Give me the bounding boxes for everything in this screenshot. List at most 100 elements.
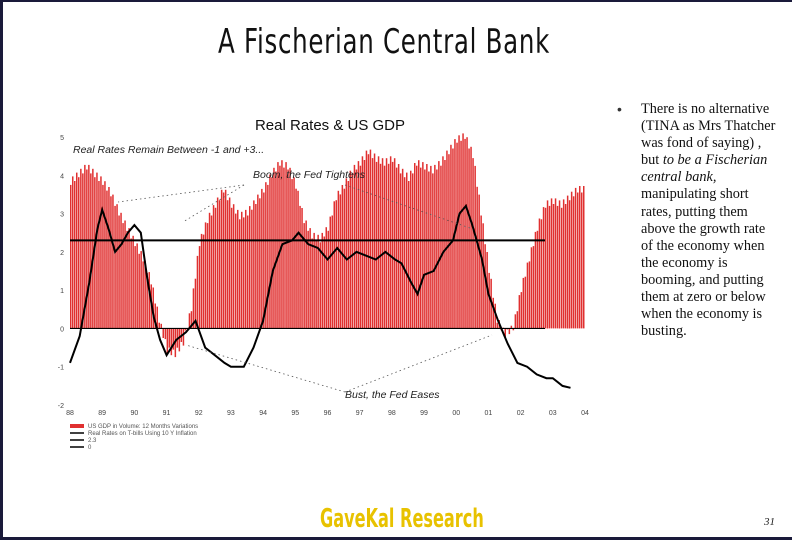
- y-tick-label: 3: [60, 212, 64, 219]
- gdp-bar: [202, 234, 205, 329]
- gdp-bar: [520, 292, 523, 329]
- x-tick-label: 04: [581, 410, 589, 417]
- gdp-bar: [401, 168, 404, 329]
- real-rate-line: [69, 203, 571, 389]
- gdp-bar: [347, 181, 350, 329]
- gdp-bar: [279, 165, 281, 329]
- y-tick-labels: 5 4 3 2 1 0 -1 -2: [58, 135, 64, 410]
- x-tick-label: 90: [130, 410, 138, 417]
- gdp-bar: [283, 167, 285, 329]
- gdp-bar: [293, 177, 295, 329]
- x-tick-label: 99: [420, 410, 428, 417]
- gdp-bar: [337, 190, 340, 329]
- gdp-bar: [172, 328, 175, 350]
- gdp-bar: [426, 164, 428, 329]
- gdp-bar: [335, 200, 337, 329]
- gdp-bar: [548, 205, 551, 329]
- gdp-bar: [166, 328, 169, 354]
- gdp-bar: [412, 173, 414, 329]
- gdp-bar: [84, 164, 86, 329]
- gdp-bar: [269, 174, 271, 329]
- gdp-bar: [422, 162, 424, 329]
- y-tick-label: 5: [60, 135, 64, 142]
- gdp-bar: [80, 168, 82, 329]
- gdp-bar: [516, 311, 519, 329]
- x-tick-label: 95: [291, 410, 299, 417]
- gdp-bar: [472, 158, 474, 329]
- body-text-part: manipulating short rates, putting them a…: [641, 186, 766, 340]
- gdp-bar: [277, 162, 279, 329]
- gdp-bar: [327, 230, 329, 329]
- gdp-bar: [357, 161, 360, 329]
- gdp-bars: [70, 133, 585, 358]
- gdp-bar: [184, 328, 187, 331]
- gdp-bar: [323, 236, 325, 329]
- gdp-bar: [377, 156, 380, 329]
- gdp-bar: [355, 169, 358, 329]
- gdp-bar: [208, 212, 211, 329]
- gdp-bar: [570, 191, 573, 329]
- gdp-bar: [104, 181, 106, 329]
- gdp-bar: [222, 192, 225, 329]
- gdp-bar: [230, 207, 233, 329]
- gdp-bar: [444, 160, 446, 329]
- annotation-boom: Boom, the Fed Tightens: [253, 169, 366, 181]
- gdp-bar: [226, 200, 229, 329]
- gdp-bar: [410, 170, 412, 329]
- gdp-bar: [564, 204, 567, 329]
- gdp-bar: [381, 158, 384, 329]
- gdp-bar: [572, 196, 575, 329]
- gdp-bar: [442, 156, 444, 329]
- gdp-bar: [484, 244, 486, 329]
- gdp-bar: [90, 173, 92, 329]
- gdp-bar: [257, 194, 259, 329]
- gdp-bar: [406, 172, 408, 329]
- gdp-bar: [182, 328, 185, 346]
- gdp-bar: [198, 246, 201, 329]
- gdp-bar: [190, 311, 193, 329]
- gdp-bar: [235, 213, 237, 329]
- gdp-bar: [420, 167, 422, 329]
- reference-lines: [70, 239, 545, 330]
- annotation-leader: [185, 344, 346, 393]
- gdp-bar: [128, 228, 130, 329]
- legend-label: Real Rates on T-bills Using 10 Y Inflati…: [88, 431, 197, 437]
- gdp-bar: [468, 148, 470, 329]
- gdp-bar: [82, 173, 84, 329]
- gdp-bar: [88, 164, 90, 329]
- gdp-bar: [247, 215, 249, 329]
- gdp-bar: [339, 194, 342, 329]
- gdp-bar: [78, 177, 80, 329]
- gdp-bar: [168, 328, 171, 348]
- gdp-bar: [94, 177, 96, 329]
- chart-legend: US GDP in Volume: 12 Months VariationsRe…: [70, 424, 198, 451]
- gdp-bar: [160, 323, 162, 329]
- gdp-bar: [114, 205, 116, 329]
- gdp-bar: [295, 188, 297, 329]
- gdp-bar: [255, 204, 257, 329]
- annotation-leader: [182, 184, 245, 223]
- annotation-leaders: [117, 184, 493, 393]
- y-tick-label: 1: [60, 288, 64, 295]
- x-tick-labels: 88 89 90 91 92 93 94 95 96 97 98 99 00 01 02 03 04: [66, 410, 589, 417]
- gdp-bar: [560, 207, 563, 329]
- gdp-bar: [116, 204, 118, 329]
- gdp-bar: [291, 179, 293, 329]
- gdp-bar: [216, 197, 219, 329]
- page-number: 31: [764, 516, 775, 528]
- gdp-bar: [494, 303, 496, 329]
- gdp-bar: [329, 216, 331, 329]
- gdp-bar: [544, 207, 547, 329]
- annotation-bust: Bust, the Fed Eases: [345, 389, 440, 401]
- gdp-bar: [361, 156, 364, 329]
- gdp-bar: [466, 137, 468, 329]
- gdp-bar: [144, 260, 146, 329]
- gdp-bar: [526, 262, 529, 329]
- gdp-bar: [228, 197, 231, 329]
- gdp-bar: [436, 169, 438, 329]
- gdp-bar: [72, 176, 74, 329]
- y-tick-label: -2: [58, 403, 64, 410]
- gdp-bar: [305, 220, 307, 329]
